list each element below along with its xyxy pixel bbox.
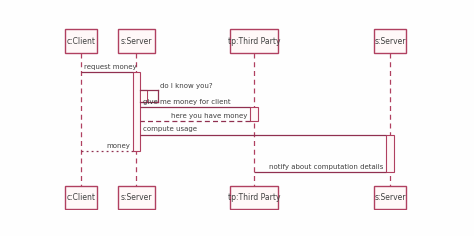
Text: money: money: [106, 143, 130, 149]
Text: tp:Third Party: tp:Third Party: [228, 37, 280, 46]
Text: c:Client: c:Client: [67, 37, 96, 46]
Text: here you have money: here you have money: [171, 113, 247, 119]
Bar: [374, 29, 406, 53]
Text: s:Server: s:Server: [374, 37, 406, 46]
Text: give me money for client: give me money for client: [143, 99, 231, 105]
Bar: [374, 185, 406, 209]
Text: s:Server: s:Server: [121, 37, 152, 46]
Bar: [65, 29, 98, 53]
Bar: [140, 90, 146, 102]
Bar: [230, 29, 278, 53]
Text: s:Server: s:Server: [374, 193, 406, 202]
Bar: [230, 185, 278, 209]
Bar: [386, 135, 393, 172]
Bar: [118, 29, 155, 53]
Bar: [133, 72, 140, 151]
Bar: [118, 185, 155, 209]
Text: request money: request money: [84, 64, 137, 70]
Text: compute usage: compute usage: [143, 126, 197, 132]
Text: notify about computation details: notify about computation details: [269, 164, 383, 170]
Bar: [250, 107, 258, 121]
Text: s:Server: s:Server: [121, 193, 152, 202]
Text: do I know you?: do I know you?: [160, 83, 212, 89]
Bar: [140, 90, 147, 101]
Text: tp:Third Party: tp:Third Party: [228, 193, 280, 202]
Bar: [65, 185, 98, 209]
Text: c:Client: c:Client: [67, 193, 96, 202]
